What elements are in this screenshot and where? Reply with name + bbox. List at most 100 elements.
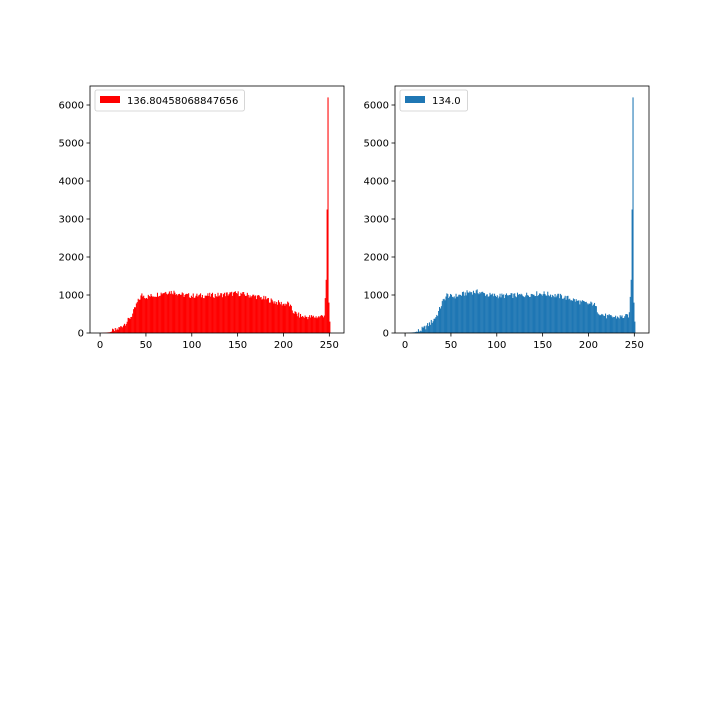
histogram-bar (607, 315, 609, 333)
histogram-bar (232, 295, 234, 333)
histogram-bar (503, 294, 505, 333)
histogram-bar (237, 291, 239, 333)
histogram-bar (487, 296, 489, 333)
histogram-bar (172, 294, 174, 333)
histogram-bar (310, 317, 312, 333)
histogram-bar (557, 293, 559, 333)
histogram-bar (123, 325, 125, 333)
histogram-bar (200, 297, 203, 333)
histogram-bar (233, 292, 235, 333)
histogram-bar (262, 298, 264, 333)
histogram-bar (497, 298, 499, 333)
y-tick-label: 5000 (364, 139, 389, 150)
histogram-bar (266, 298, 269, 333)
histogram-bar (155, 296, 157, 333)
histogram-bar (256, 295, 258, 333)
histogram-bar (620, 316, 622, 333)
x-tick-label: 100 (487, 340, 506, 351)
histogram-bar (528, 297, 530, 333)
histogram-bar (207, 293, 209, 333)
histogram-bar (112, 328, 114, 333)
histogram-bar (446, 293, 448, 333)
histogram-bar (560, 295, 563, 333)
histogram-bar (428, 322, 430, 333)
histogram-bar (126, 321, 128, 333)
histogram-bar (440, 306, 442, 333)
histogram-bar (467, 292, 469, 333)
histogram-bar (589, 303, 591, 333)
histogram-bar (439, 308, 441, 333)
histogram-bar (310, 315, 313, 333)
histogram-bar (272, 301, 274, 333)
histogram-bar (278, 302, 280, 333)
histogram-bar (231, 291, 233, 333)
histogram-bar (544, 293, 546, 333)
histogram-bar (213, 297, 215, 333)
histogram-bar (604, 316, 606, 333)
histogram-bar (425, 329, 427, 333)
histogram-bar (442, 299, 444, 333)
histogram-bar (186, 293, 188, 333)
y-tick-label: 2000 (364, 253, 389, 264)
histogram-bar (259, 297, 261, 333)
histogram-bar (288, 306, 291, 333)
histogram-bar (534, 296, 536, 333)
histogram-bar (541, 295, 543, 333)
histogram-bar (324, 298, 326, 333)
histogram-bar (255, 299, 258, 333)
histogram-bar (545, 295, 547, 333)
y-tick-label: 0 (383, 329, 389, 340)
histogram-bar (189, 297, 191, 333)
histogram-bar (277, 300, 280, 333)
histogram-bar (516, 297, 518, 333)
histogram-bar (241, 293, 243, 333)
histogram-bar (588, 303, 590, 333)
histogram-bar (542, 294, 544, 333)
histogram-bar (129, 319, 131, 333)
histogram-bar (483, 293, 486, 333)
y-tick-label: 2000 (59, 253, 84, 264)
histogram-bar (139, 299, 141, 333)
legend-swatch (405, 96, 425, 103)
histogram-bar (171, 293, 173, 333)
x-tick-label: 50 (140, 340, 153, 351)
histogram-bar (549, 296, 551, 333)
histogram-bar (472, 294, 474, 333)
histogram-bar (495, 296, 497, 333)
histogram-bar (611, 316, 613, 333)
histogram-bar (501, 293, 503, 333)
histogram-bar (252, 294, 254, 333)
histogram-bar (463, 295, 465, 333)
histogram-bar (265, 296, 267, 333)
histogram-bar (483, 292, 485, 333)
y-tick-label: 1000 (59, 291, 84, 302)
histogram-bar (529, 296, 531, 333)
legend-swatch (100, 96, 120, 103)
histogram-bar (590, 301, 592, 333)
histogram-bar (223, 292, 225, 333)
histogram-bar (169, 293, 171, 333)
histogram-bar (288, 302, 290, 333)
histogram-bar (123, 323, 125, 333)
histogram-bar (619, 315, 621, 333)
histogram-bar (121, 326, 123, 333)
histogram-bar (633, 302, 635, 333)
histogram-bar (562, 298, 564, 333)
histogram-bar (502, 294, 504, 333)
histogram-bar (505, 294, 507, 333)
histogram-bar (305, 316, 307, 333)
histogram-bar (250, 297, 252, 333)
histogram-bar (274, 301, 276, 333)
histogram-bar (478, 294, 480, 333)
histogram-bar (626, 314, 629, 333)
histogram-bar (211, 292, 214, 333)
histogram-bar (581, 301, 583, 333)
histogram-bar (190, 295, 192, 333)
histogram-bar (283, 303, 285, 333)
histogram-bar (577, 300, 579, 333)
histogram-bar (253, 294, 255, 333)
histogram-bar (515, 296, 517, 333)
histogram-bar (531, 293, 533, 333)
histogram-bar (538, 295, 540, 333)
